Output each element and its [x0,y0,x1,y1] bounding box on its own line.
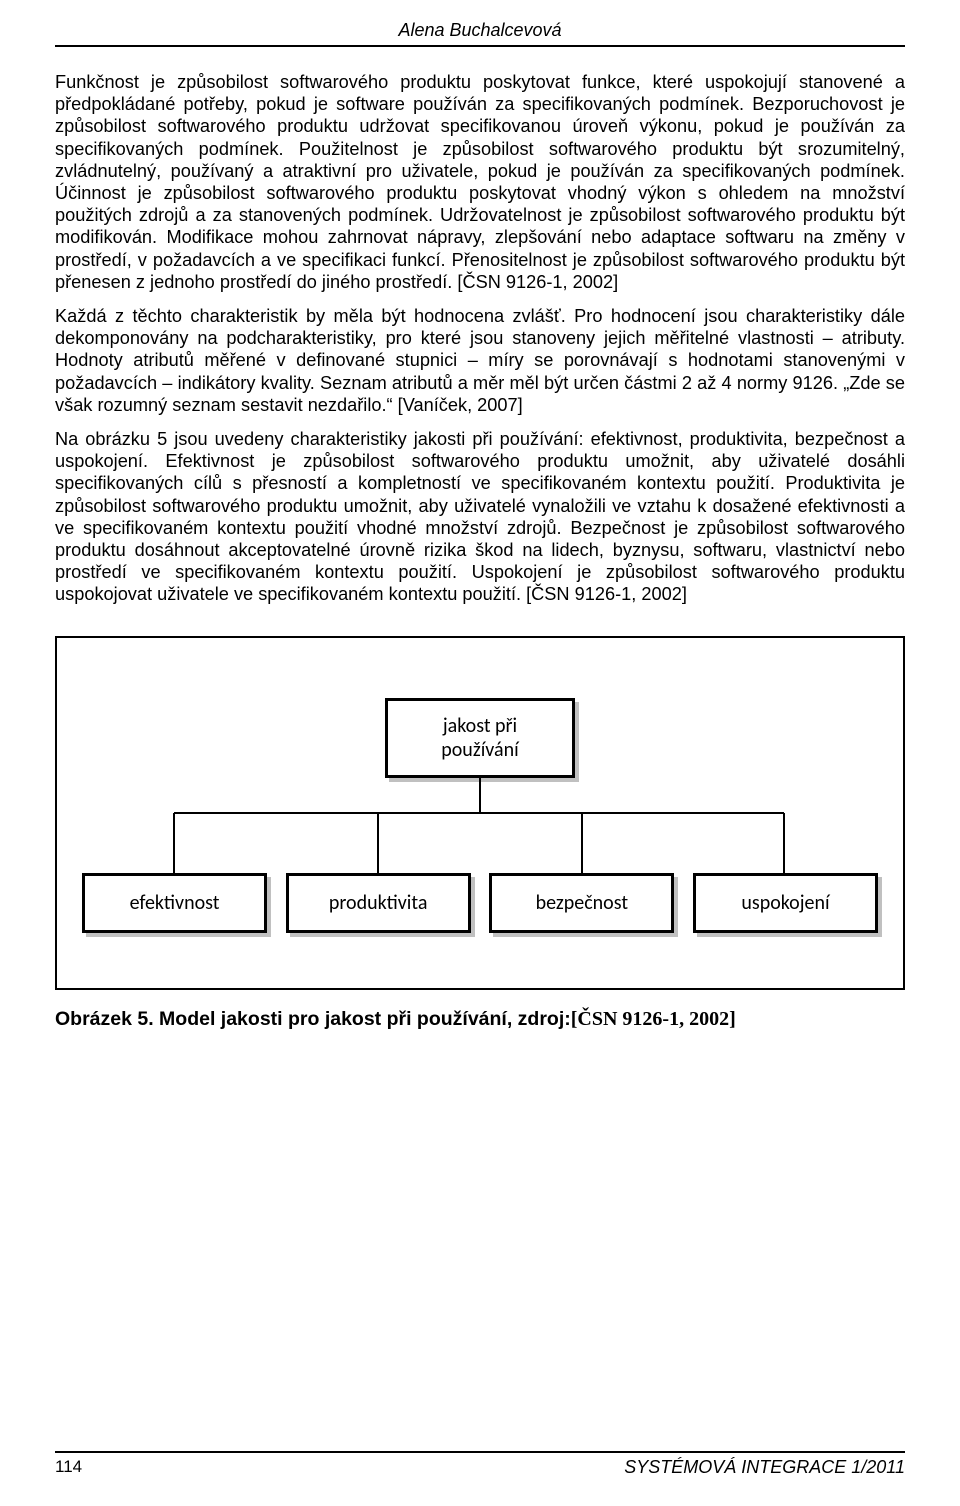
paragraph-1: Funkčnost je způsobilost softwarového pr… [55,71,905,293]
quality-in-use-diagram: jakost při používání efekt [55,636,905,990]
child-node-satisfaction: uspokojení [693,873,878,933]
page: Alena Buchalcevová Funkčnost je způsobil… [0,0,960,1506]
diagram-root-row: jakost při používání [82,698,878,778]
figure-5-caption: Obrázek 5. Model jakosti pro jakost při … [55,1008,905,1031]
child-node-effectiveness: efektivnost [82,873,267,933]
caption-reference: [ČSN 9126-1, 2002] [571,1008,736,1030]
figure-5-container: jakost při používání efekt [55,636,905,1031]
root-node-line2: používání [441,738,518,762]
body-text: Funkčnost je způsobilost softwarového pr… [55,71,905,606]
page-footer: 114 SYSTÉMOVÁ INTEGRACE 1/2011 [55,1451,905,1478]
running-head-author: Alena Buchalcevová [55,20,905,47]
child-node-productivity: produktivita [286,873,471,933]
paragraph-3: Na obrázku 5 jsou uvedeny charakteristik… [55,428,905,606]
diagram-children-row: efektivnost produktivita bezpečnost uspo… [82,873,878,933]
child-node-safety: bezpečnost [489,873,674,933]
diagram-connectors [82,778,878,873]
caption-text: Obrázek 5. Model jakosti pro jakost při … [55,1008,571,1030]
paragraph-2: Každá z těchto charakteristik by měla bý… [55,305,905,416]
root-node-quality-in-use: jakost při používání [385,698,575,778]
connector-svg [82,778,878,873]
journal-issue: SYSTÉMOVÁ INTEGRACE 1/2011 [624,1457,905,1478]
root-node-line1: jakost při [443,714,517,738]
page-number: 114 [55,1457,82,1478]
